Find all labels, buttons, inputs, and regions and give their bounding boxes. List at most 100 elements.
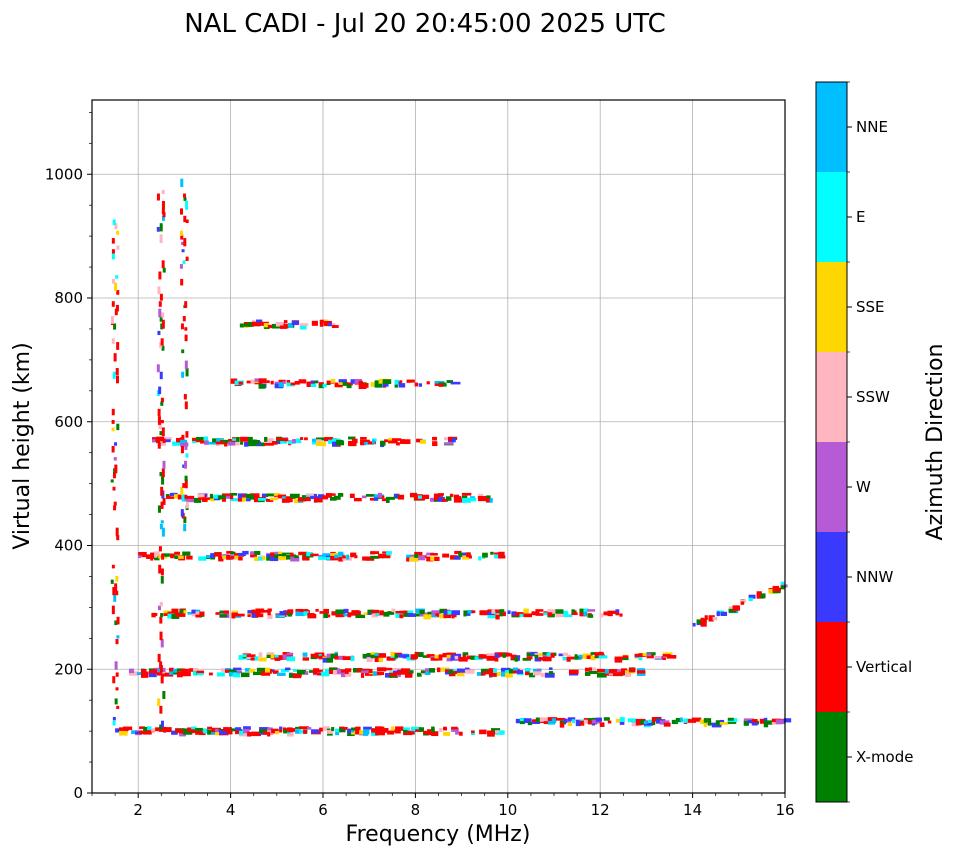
- echo-mark: [329, 496, 337, 501]
- echo-mark: [251, 731, 261, 737]
- echo-mark: [466, 554, 472, 558]
- echo-mark: [193, 497, 202, 503]
- echo-mark: [112, 371, 116, 379]
- echo-mark: [201, 497, 211, 500]
- echo-mark: [377, 492, 382, 498]
- echo-mark: [333, 495, 341, 500]
- echo-mark: [704, 615, 708, 620]
- echo-mark: [336, 439, 344, 444]
- echo-mark: [251, 613, 259, 618]
- echo-mark: [703, 718, 708, 722]
- echo-mark: [310, 380, 319, 383]
- echo-mark: [547, 609, 558, 615]
- echo-mark: [224, 442, 228, 447]
- echo-mark: [182, 316, 186, 322]
- echo-mark: [431, 726, 435, 730]
- echo-mark: [535, 613, 544, 616]
- echo-mark: [700, 622, 707, 627]
- echo-mark: [326, 557, 331, 560]
- echo-mark: [607, 610, 618, 614]
- echo-mark: [540, 672, 546, 678]
- echo-mark: [296, 438, 302, 444]
- echo-mark: [367, 609, 375, 614]
- echo-mark: [740, 601, 745, 605]
- echo-mark: [350, 656, 355, 662]
- echo-mark: [185, 368, 189, 377]
- echo-mark: [441, 498, 448, 502]
- echo-mark: [180, 445, 184, 454]
- echo-mark: [288, 441, 296, 444]
- echo-mark: [236, 670, 242, 674]
- echo-mark: [416, 438, 423, 443]
- echo-mark: [542, 652, 550, 655]
- echo-mark: [239, 323, 245, 328]
- echo-mark: [240, 672, 250, 678]
- echo-mark: [696, 619, 704, 624]
- echo-mark: [418, 555, 426, 561]
- echo-mark: [607, 612, 613, 617]
- echo-mark: [491, 728, 501, 732]
- echo-trace: [179, 178, 189, 532]
- echo-mark: [110, 316, 114, 324]
- echo-mark: [423, 614, 431, 620]
- echo-mark: [161, 215, 165, 221]
- echo-mark: [238, 552, 246, 557]
- echo-mark: [284, 438, 288, 442]
- echo-mark: [362, 556, 369, 561]
- echo-mark: [322, 553, 331, 558]
- echo-mark: [266, 654, 274, 659]
- echo-mark: [562, 652, 568, 656]
- echo-mark: [323, 608, 330, 614]
- echo-mark: [360, 670, 368, 674]
- echo-mark: [531, 720, 541, 725]
- echo-mark: [427, 729, 433, 733]
- echo-mark: [559, 722, 565, 728]
- echo-mark: [362, 653, 370, 659]
- echo-mark: [522, 657, 532, 661]
- echo-mark: [174, 551, 181, 555]
- echo-mark: [450, 381, 461, 385]
- echo-mark: [416, 672, 422, 677]
- echo-mark: [295, 729, 301, 734]
- echo-mark: [163, 613, 171, 617]
- echo-mark: [719, 722, 729, 725]
- echo-mark: [391, 729, 397, 733]
- echo-mark: [586, 655, 593, 660]
- echo-mark: [587, 609, 596, 612]
- echo-mark: [338, 551, 344, 557]
- echo-trace: [152, 436, 458, 448]
- echo-mark: [265, 493, 275, 497]
- echo-mark: [261, 493, 269, 497]
- echo-mark: [147, 726, 152, 731]
- echo-mark: [160, 720, 164, 728]
- echo-mark: [291, 320, 299, 326]
- echo-mark: [398, 383, 406, 388]
- echo-mark: [463, 612, 467, 617]
- echo-mark: [298, 551, 308, 556]
- echo-mark: [314, 380, 318, 384]
- echo-mark: [156, 440, 164, 444]
- echo-mark: [403, 729, 408, 733]
- echo-mark: [429, 497, 438, 502]
- echo-mark: [220, 439, 230, 444]
- echo-mark: [297, 497, 307, 502]
- echo-mark: [408, 670, 414, 674]
- echo-mark: [523, 718, 532, 724]
- echo-mark: [555, 609, 564, 614]
- echo-mark: [264, 441, 274, 446]
- echo-mark: [716, 610, 724, 616]
- echo-mark: [320, 671, 330, 677]
- echo-mark: [162, 267, 166, 273]
- echo-mark: [157, 442, 161, 449]
- echo-mark: [422, 655, 430, 658]
- echo-mark: [394, 379, 400, 385]
- echo-trace: [128, 667, 646, 679]
- echo-mark: [614, 656, 624, 661]
- echo-mark: [167, 613, 175, 619]
- echo-mark: [183, 215, 187, 223]
- echo-mark: [162, 460, 166, 469]
- echo-mark: [483, 611, 490, 616]
- echo-mark: [396, 673, 401, 677]
- echo-mark: [218, 552, 222, 557]
- echo-mark: [305, 493, 315, 497]
